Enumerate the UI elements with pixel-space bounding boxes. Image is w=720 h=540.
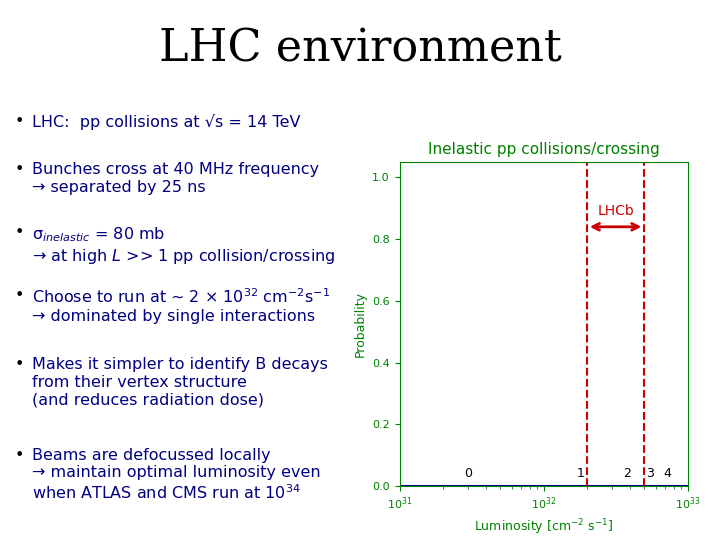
Text: LHC:  pp collisions at √s = 14 TeV: LHC: pp collisions at √s = 14 TeV — [32, 113, 301, 130]
Text: 4: 4 — [663, 467, 671, 480]
Text: 3: 3 — [647, 467, 654, 480]
Text: 1: 1 — [577, 467, 585, 480]
Text: Makes it simpler to identify B decays
from their vertex structure
(and reduces r: Makes it simpler to identify B decays fr… — [32, 357, 328, 407]
Title: Inelastic pp collisions/crossing: Inelastic pp collisions/crossing — [428, 141, 660, 157]
Text: •: • — [14, 448, 24, 463]
Text: σ$_{inelastic}$ = 80 mb
→ at high $L$ >> 1 pp collision/crossing: σ$_{inelastic}$ = 80 mb → at high $L$ >>… — [32, 225, 336, 266]
Text: •: • — [14, 113, 24, 129]
Text: LHCb: LHCb — [597, 204, 634, 218]
Text: •: • — [14, 225, 24, 240]
Text: Beams are defocussed locally
→ maintain optimal luminosity even
when ATLAS and C: Beams are defocussed locally → maintain … — [32, 448, 321, 502]
Text: •: • — [14, 357, 24, 373]
Text: Choose to run at ~ 2 × 10$^{32}$ cm$^{-2}$s$^{-1}$
→ dominated by single interac: Choose to run at ~ 2 × 10$^{32}$ cm$^{-2… — [32, 288, 330, 324]
X-axis label: Luminosity [cm$^{-2}$ s$^{-1}$]: Luminosity [cm$^{-2}$ s$^{-1}$] — [474, 518, 613, 537]
Text: •: • — [14, 163, 24, 177]
Text: LHC environment: LHC environment — [158, 27, 562, 70]
Text: Bunches cross at 40 MHz frequency
→ separated by 25 ns: Bunches cross at 40 MHz frequency → sepa… — [32, 163, 320, 195]
Text: 2: 2 — [623, 467, 631, 480]
Text: 0: 0 — [464, 467, 472, 480]
Text: •: • — [14, 288, 24, 303]
Y-axis label: Probability: Probability — [354, 291, 366, 357]
